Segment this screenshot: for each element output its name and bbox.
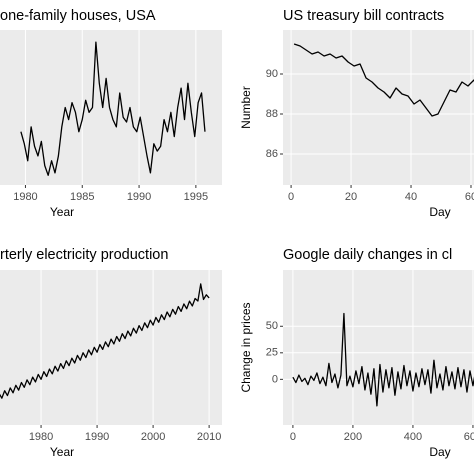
x-tick-label: 1990 [85,431,109,443]
chart-title: one-family houses, USA [0,8,156,24]
y-tick-label: 50 [266,320,278,332]
x-tick-label: 400 [404,431,422,443]
y-axis-label: Change in prices [239,302,253,392]
line-series [20,41,206,176]
chart-title: Google daily changes in cl [283,247,452,263]
x-tick-label: 20 [345,191,357,203]
x-axis-label: Day [429,205,450,219]
x-tick-label: 0 [290,431,296,443]
x-tick-label: 1980 [13,191,37,203]
y-tick-label: 0 [272,373,278,385]
chart-title: rterly electricity production [0,247,168,263]
line-series [293,43,474,117]
line-series [0,283,210,399]
panel [283,30,474,185]
x-tick-label: 600 [464,431,474,443]
x-tick-label: 60 [465,191,474,203]
panel [0,30,222,185]
chart-title: US treasury bill contracts [283,8,444,24]
y-tick-label: 90 [266,68,278,80]
panel [283,270,474,425]
x-tick-label: 2000 [141,431,165,443]
x-tick-label: 1985 [70,191,94,203]
x-tick-label: 2010 [197,431,221,443]
y-axis-label: Number [239,86,253,129]
y-tick-label: 86 [266,148,278,160]
x-axis-label: Year [50,445,74,459]
x-axis-label: Year [50,205,74,219]
panel [0,270,222,425]
x-tick-label: 1990 [127,191,151,203]
x-tick-label: 0 [288,191,294,203]
line-series [292,312,474,407]
x-axis-label: Day [429,445,450,459]
y-tick-label: 25 [266,347,278,359]
y-tick-label: 88 [266,108,278,120]
x-tick-label: 40 [405,191,417,203]
x-tick-label: 1980 [29,431,53,443]
x-tick-label: 1995 [184,191,208,203]
x-tick-label: 200 [344,431,362,443]
